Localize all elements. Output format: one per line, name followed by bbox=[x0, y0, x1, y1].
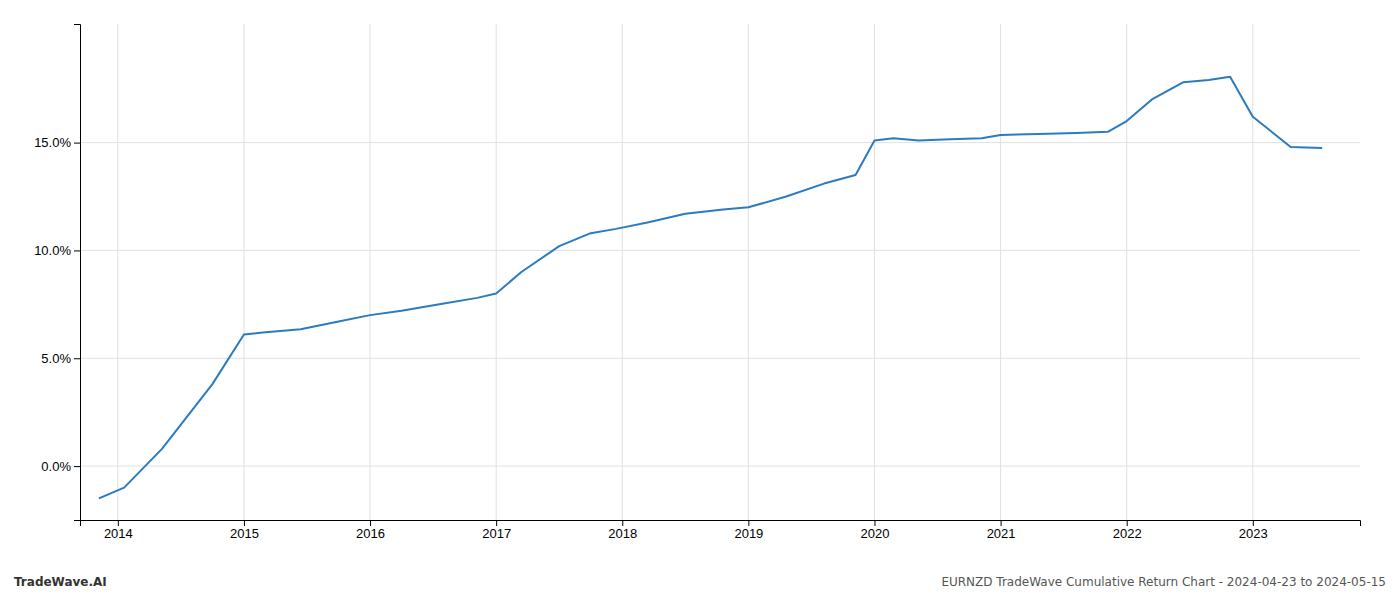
grid-line-x bbox=[496, 24, 497, 520]
y-tick-label: 15.0% bbox=[34, 135, 71, 150]
x-tick: 2016 bbox=[356, 520, 385, 541]
x-tick: 2022 bbox=[1113, 520, 1142, 541]
y-tick: 0.0% bbox=[41, 459, 80, 474]
x-tick: 2021 bbox=[987, 520, 1016, 541]
footer-text: TradeWave.AI bbox=[14, 575, 107, 589]
x-tick-mark bbox=[118, 520, 119, 526]
x-tick-mark bbox=[1127, 520, 1128, 526]
line bbox=[99, 77, 1322, 499]
x-tick: 2015 bbox=[230, 520, 259, 541]
x-tick-mark bbox=[748, 520, 749, 526]
x-tick-label: 2018 bbox=[608, 526, 637, 541]
x-axis-line bbox=[81, 521, 1361, 527]
x-tick-mark bbox=[244, 520, 245, 526]
y-tick-label: 10.0% bbox=[34, 243, 71, 258]
x-tick-mark bbox=[1001, 520, 1002, 526]
y-tick-mark bbox=[74, 358, 80, 359]
x-tick-label: 2019 bbox=[734, 526, 763, 541]
y-tick-label: 5.0% bbox=[41, 351, 71, 366]
grid-line-x bbox=[1252, 24, 1253, 520]
x-tick-label: 2023 bbox=[1239, 526, 1268, 541]
y-tick: 5.0% bbox=[41, 351, 80, 366]
y-tick-mark bbox=[74, 250, 80, 251]
y-tick-mark bbox=[74, 466, 80, 467]
x-axis: 2014 2015 2016 2017 2018 2019 2020 2021 2022 2023 bbox=[81, 520, 1361, 541]
grid-line-x bbox=[1000, 24, 1001, 520]
y-axis: 0.0% 5.0% 10.0% 15.0% bbox=[34, 25, 80, 521]
grid-line-y bbox=[80, 466, 1360, 467]
x-tick: 2018 bbox=[608, 520, 637, 541]
x-tick: 2019 bbox=[734, 520, 763, 541]
x-tick: 2017 bbox=[482, 520, 511, 541]
grid-line-x bbox=[748, 24, 749, 520]
grid-line-x bbox=[117, 24, 118, 520]
y-tick: 15.0% bbox=[34, 135, 80, 150]
y-tick-mark bbox=[74, 143, 80, 144]
x-tick-label: 2017 bbox=[482, 526, 511, 541]
x-tick-label: 2022 bbox=[1113, 526, 1142, 541]
x-tick-mark bbox=[1253, 520, 1254, 526]
x-tick-label: 2014 bbox=[104, 526, 133, 541]
x-tick-mark bbox=[496, 520, 497, 526]
chart: 2014 2015 2016 2017 2018 2019 2020 2021 2022 2023… bbox=[0, 0, 1400, 600]
grid-line-y bbox=[80, 142, 1360, 143]
grid-line-x bbox=[370, 24, 371, 520]
marks bbox=[99, 77, 1322, 499]
x-tick: 2020 bbox=[861, 520, 890, 541]
x-tick-label: 2015 bbox=[230, 526, 259, 541]
grid bbox=[80, 24, 1360, 520]
grid-line-x bbox=[874, 24, 875, 520]
y-axis-line bbox=[74, 25, 81, 521]
title: EURNZD TradeWave Cumulative Return Chart… bbox=[941, 575, 1386, 589]
y-tick-label: 0.0% bbox=[41, 459, 71, 474]
grid-line-y bbox=[80, 250, 1360, 251]
x-tick-label: 2016 bbox=[356, 526, 385, 541]
x-tick-label: 2021 bbox=[987, 526, 1016, 541]
x-tick-mark bbox=[370, 520, 371, 526]
x-tick-mark bbox=[622, 520, 623, 526]
grid-line-x bbox=[1126, 24, 1127, 520]
x-tick-label: 2020 bbox=[861, 526, 890, 541]
grid-line-y bbox=[80, 358, 1360, 359]
grid-line-x bbox=[243, 24, 244, 520]
grid-line-x bbox=[622, 24, 623, 520]
x-tick-mark bbox=[874, 520, 875, 526]
x-tick: 2014 bbox=[104, 520, 133, 541]
x-tick: 2023 bbox=[1239, 520, 1268, 541]
y-tick: 10.0% bbox=[34, 243, 80, 258]
plot: 2014 2015 2016 2017 2018 2019 2020 2021 2022 2023… bbox=[34, 24, 1360, 541]
